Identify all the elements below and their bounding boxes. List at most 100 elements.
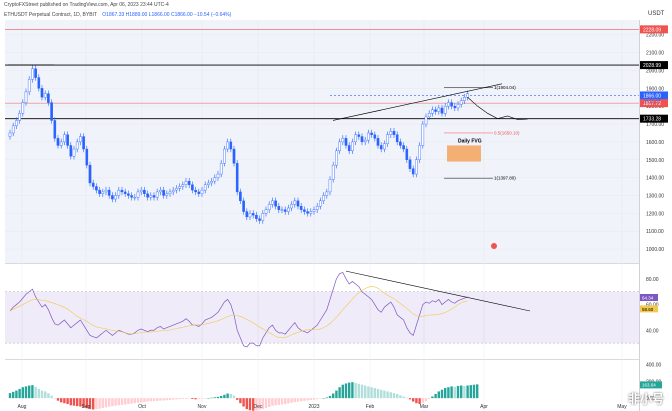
rsi-line bbox=[9, 271, 468, 348]
macd-histogram-bar bbox=[88, 398, 92, 410]
macd-histogram-bar bbox=[140, 398, 143, 403]
candle-body bbox=[392, 130, 396, 135]
candle-body bbox=[165, 193, 169, 196]
candle-body bbox=[66, 134, 69, 146]
price-level-label: 1866.00 bbox=[643, 93, 661, 99]
macd-histogram-bar bbox=[351, 382, 354, 399]
macd-histogram-bar bbox=[133, 398, 136, 404]
rsi-value-tag bbox=[640, 305, 658, 313]
macd-histogram-bar bbox=[120, 398, 124, 405]
candle-body bbox=[194, 189, 197, 193]
macd-histogram-bar bbox=[143, 398, 146, 402]
candle-body bbox=[287, 207, 290, 212]
candle-body bbox=[360, 136, 364, 143]
macd-histogram-bar bbox=[428, 398, 431, 399]
macd-histogram-bar bbox=[360, 384, 364, 399]
candle-body bbox=[418, 145, 421, 160]
y-tick-label: 1200.00 bbox=[646, 211, 664, 217]
candle-body bbox=[309, 211, 313, 214]
y-tick-label: 1900.00 bbox=[646, 86, 664, 92]
candle-body bbox=[280, 209, 284, 211]
macd-histogram-bar bbox=[31, 385, 34, 399]
candle-body bbox=[338, 141, 341, 152]
candle-body bbox=[242, 200, 245, 212]
macd-histogram-bar bbox=[245, 398, 248, 410]
candle-body bbox=[424, 116, 428, 125]
price-level-tag bbox=[640, 61, 668, 70]
candle-body bbox=[114, 195, 117, 200]
macd-histogram-bar bbox=[114, 398, 117, 406]
candle-body bbox=[344, 138, 348, 146]
macd-histogram-bar bbox=[255, 398, 258, 411]
macd-histogram-bar bbox=[69, 398, 72, 406]
candle-body bbox=[389, 130, 393, 135]
candle-body bbox=[101, 191, 105, 194]
candle-body bbox=[63, 134, 66, 143]
fib-level-label: 0.5(1650.10) bbox=[494, 130, 520, 135]
candle-body bbox=[283, 209, 287, 212]
candle-body bbox=[379, 145, 383, 150]
macd-histogram-bar bbox=[232, 395, 236, 399]
rsi-ma-line bbox=[9, 286, 468, 339]
candle-body bbox=[15, 120, 18, 127]
candle-body bbox=[319, 200, 322, 207]
fib-level-label: 1(1397.80) bbox=[494, 176, 516, 181]
rsi-value-label: 58.60 bbox=[642, 307, 654, 312]
macd-histogram-bar bbox=[399, 395, 402, 399]
macd-histogram-bar bbox=[149, 398, 152, 402]
macd-histogram-bar bbox=[181, 398, 184, 399]
candle-body bbox=[456, 104, 460, 109]
macd-histogram-bar bbox=[453, 386, 456, 399]
macd-histogram-bar bbox=[316, 398, 319, 400]
macd-histogram-bar bbox=[156, 398, 159, 401]
candle-body bbox=[437, 107, 441, 112]
fvg-zone bbox=[447, 145, 481, 162]
fvg-label: Daily FVG bbox=[458, 138, 482, 144]
macd-histogram-bar bbox=[200, 398, 204, 399]
candle-body bbox=[306, 211, 309, 214]
macd-histogram-bar bbox=[252, 398, 255, 411]
x-tick-label: Feb bbox=[366, 404, 375, 410]
candle-body bbox=[53, 120, 57, 139]
macd-panel-bg bbox=[5, 360, 639, 411]
macd-histogram-bar bbox=[204, 398, 207, 399]
macd-histogram-bar bbox=[21, 387, 24, 399]
candle-body bbox=[459, 100, 463, 105]
candle-body bbox=[181, 184, 185, 187]
macd-histogram-bar bbox=[236, 398, 239, 400]
macd-histogram-bar bbox=[437, 391, 440, 399]
candle-body bbox=[159, 189, 162, 193]
candle-body bbox=[303, 209, 306, 212]
y-tick-label: 1300.00 bbox=[646, 193, 664, 199]
macd-histogram-bar bbox=[325, 397, 328, 399]
fib-level-label: 1(1904.04) bbox=[494, 85, 516, 90]
candle-body bbox=[18, 113, 21, 121]
macd-histogram-bar bbox=[95, 398, 98, 410]
candle-body bbox=[264, 209, 268, 214]
macd-histogram-bar bbox=[85, 398, 88, 409]
candle-body bbox=[229, 141, 233, 150]
price-level-tag bbox=[640, 99, 668, 108]
macd-histogram-bar bbox=[220, 396, 223, 399]
watermark-logo: 非小号 bbox=[627, 392, 664, 406]
price-level-label: 1733.28 bbox=[643, 117, 661, 123]
macd-histogram-bar bbox=[402, 396, 405, 399]
candle-body bbox=[415, 159, 418, 175]
candle-body bbox=[111, 195, 114, 200]
macd-histogram-bar bbox=[229, 393, 232, 399]
candle-body bbox=[184, 180, 188, 185]
rsi-tick-label: 40.00 bbox=[646, 328, 659, 334]
currency-label: USDT bbox=[648, 11, 665, 17]
candle-body bbox=[8, 132, 12, 137]
y-tick-label: 2100.00 bbox=[646, 51, 664, 57]
price-level-tag bbox=[640, 91, 668, 100]
macd-histogram-bar bbox=[290, 398, 293, 403]
macd-histogram-bar bbox=[344, 383, 348, 399]
candle-body bbox=[354, 134, 357, 143]
macd-value-label: 163.64 bbox=[642, 382, 656, 387]
candle-body bbox=[408, 159, 412, 169]
price-panel-bg bbox=[5, 20, 639, 263]
macd-histogram-bar bbox=[287, 398, 290, 404]
macd-histogram-bar bbox=[370, 387, 373, 399]
